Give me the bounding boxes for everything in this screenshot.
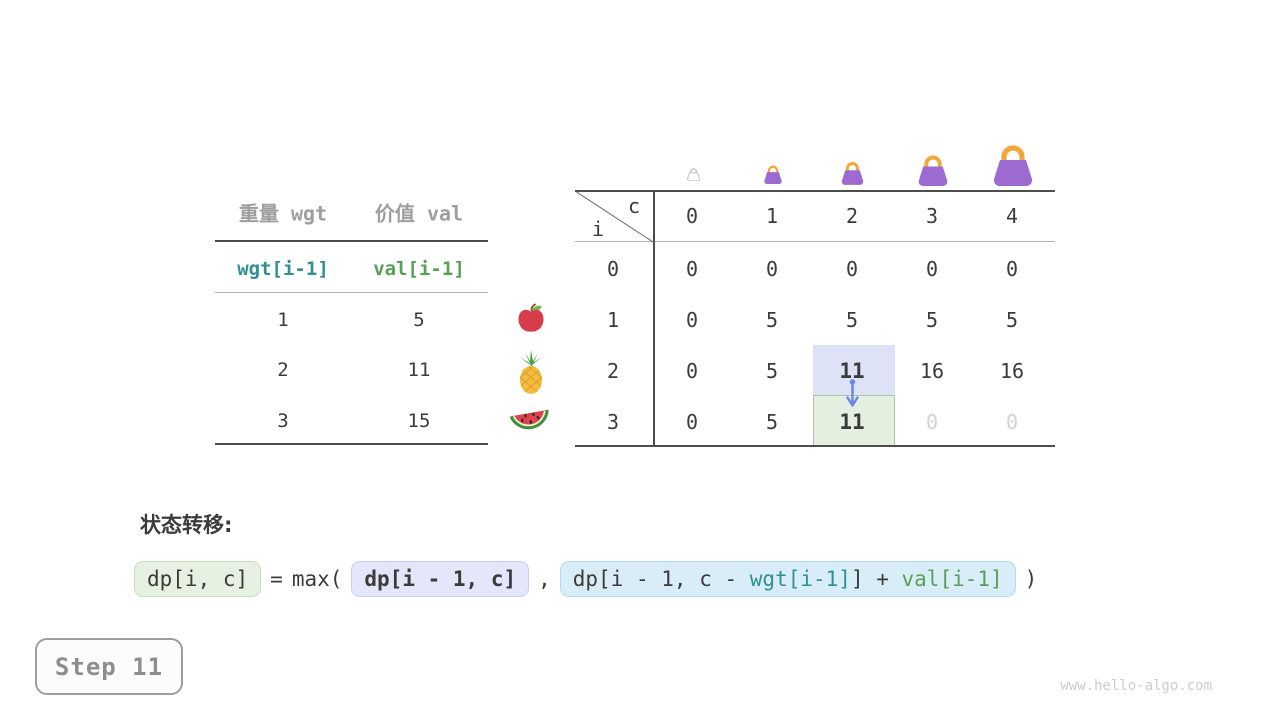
dp-cell-3-3-pending: 0: [925, 410, 939, 434]
dp-cell-1-4: 5: [1005, 308, 1019, 332]
dp-corner-col-var: c: [627, 194, 641, 218]
dp-cell-2-3: 16: [919, 359, 945, 383]
dp-cell-0-3: 0: [925, 257, 939, 281]
item-2-value: 11: [407, 359, 431, 381]
dp-corner-row-var: i: [591, 217, 605, 241]
items-table-bottom-rule: [215, 443, 488, 445]
dp-table-bottom-rule: [575, 445, 1055, 447]
item-3-weight: 3: [277, 410, 289, 432]
formula-lhs-chip: dp[i, c]: [134, 561, 262, 597]
items-table-header-value: 价值 val: [374, 201, 464, 226]
dp-cell-2-4: 16: [999, 359, 1025, 383]
formula-arg2-wgt: wgt[i-1]: [749, 567, 851, 591]
dp-cell-1-1: 5: [765, 308, 779, 332]
apple-icon: [518, 303, 544, 332]
items-table-mid-rule: [215, 292, 488, 293]
items-table-header-weight: 重量 wgt: [238, 201, 328, 226]
dp-col-header-4: 4: [1005, 204, 1019, 228]
dp-cell-3-1: 5: [765, 410, 779, 434]
items-table-top-rule: [215, 240, 488, 242]
dp-cell-2-0: 0: [685, 359, 699, 383]
bag-empty-icon: [687, 168, 700, 181]
dp-cell-1-0: 0: [685, 308, 699, 332]
dp-row-header-2: 2: [606, 359, 620, 383]
dp-target-cell-highlight: [813, 395, 895, 446]
dp-cell-0-2: 0: [845, 257, 859, 281]
transition-label: 状态转移:: [140, 513, 233, 537]
dp-table-header-rule: [575, 241, 1055, 242]
items-table-wgt-array-label: wgt[i-1]: [237, 258, 329, 280]
formula-comma: ,: [538, 567, 551, 591]
formula-close-paren: ): [1024, 567, 1038, 591]
dp-cell-3-4-pending: 0: [1005, 410, 1019, 434]
step-badge-label: Step 11: [54, 652, 164, 681]
bag-xlarge-icon: [993, 145, 1033, 186]
bag-large-icon: [918, 155, 948, 186]
dp-table-corner-diagonal: [575, 191, 654, 243]
dp-row-header-0: 0: [606, 257, 620, 281]
dp-col-header-1: 1: [765, 204, 779, 228]
dp-cell-0-1: 0: [765, 257, 779, 281]
formula-arg2-mid: ] +: [850, 567, 902, 591]
item-2-weight: 2: [277, 359, 289, 381]
formula-max-open: max(: [291, 567, 343, 591]
dp-cell-2-1: 5: [765, 359, 779, 383]
dp-cell-1-2: 5: [845, 308, 859, 332]
formula-equals: =: [270, 567, 283, 591]
dp-col-header-3: 3: [925, 204, 939, 228]
step-badge: Step 11: [35, 638, 183, 695]
formula-arg2-pre: dp[i - 1, c -: [572, 567, 750, 591]
items-table-val-array-label: val[i-1]: [373, 258, 465, 280]
dp-table-vertical-rule: [653, 190, 655, 447]
watermark: www.hello-algo.com: [1060, 678, 1212, 694]
formula-arg2-chip: dp[i - 1, c - wgt[i-1]] + val[i-1]: [559, 561, 1016, 597]
pineapple-icon: [520, 350, 542, 394]
dp-row-header-3: 3: [606, 410, 620, 434]
dp-col-header-2: 2: [845, 204, 859, 228]
dp-cell-3-0: 0: [685, 410, 699, 434]
dp-cell-0-0: 0: [685, 257, 699, 281]
formula-arg1-chip: dp[i - 1, c]: [351, 561, 530, 597]
dp-cell-2-2-source: 11: [839, 359, 865, 383]
bag-medium-icon: [841, 162, 864, 185]
dp-cell-1-3: 5: [925, 308, 939, 332]
formula-arg2-val: val[i-1]: [901, 567, 1003, 591]
bag-small-icon: [764, 165, 782, 184]
watermelon-icon: [509, 409, 549, 430]
dp-col-header-0: 0: [685, 204, 699, 228]
dp-table-top-rule: [575, 190, 1055, 192]
transition-arrow-icon: [846, 379, 859, 407]
item-3-value: 15: [407, 410, 431, 432]
dp-cell-0-4: 0: [1005, 257, 1019, 281]
state-transition-formula: dp[i, c] = max( dp[i - 1, c] , dp[i - 1,…: [134, 561, 1037, 597]
dp-row-header-1: 1: [606, 308, 620, 332]
item-1-value: 5: [413, 309, 425, 331]
item-1-weight: 1: [277, 309, 289, 331]
dp-cell-3-2-target: 11: [839, 410, 865, 434]
dp-source-cell-highlight: [813, 345, 895, 395]
